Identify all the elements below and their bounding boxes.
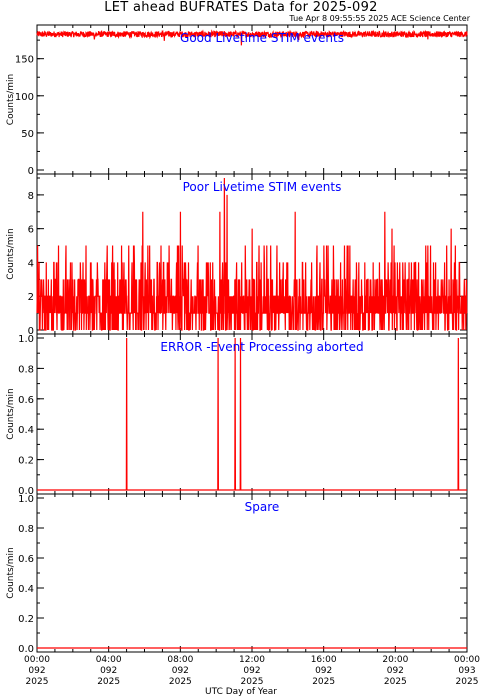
y-tick-label: 100	[15, 92, 34, 103]
y-tick-label: 1.0	[18, 334, 34, 345]
x-tick-label: 16:00	[311, 655, 337, 665]
y-tick-label: 150	[15, 55, 34, 66]
y-tick-label: 0	[28, 166, 34, 177]
panel-frame	[36, 493, 468, 653]
x-tick-label: 2025	[456, 677, 479, 687]
y-axis-label: Counts/min	[6, 74, 16, 125]
y-tick-label: 0.8	[18, 524, 34, 535]
y-tick-label: 0.2	[18, 614, 34, 625]
x-tick-label: 12:00	[239, 655, 265, 665]
x-tick-label: 2025	[169, 677, 192, 687]
y-tick-label: 8	[28, 191, 34, 202]
y-tick-label: 2	[28, 292, 34, 303]
panel-title: Poor Livetime STIM events	[183, 180, 342, 194]
x-tick-label: 092	[243, 666, 260, 676]
x-tick-label: 2025	[384, 677, 407, 687]
x-tick-label: 2025	[241, 677, 264, 687]
x-tick-label: 08:00	[167, 655, 193, 665]
x-tick-label: 00:00	[454, 655, 480, 665]
chart-title: LET ahead BUFRATES Data for 2025-092	[104, 0, 378, 15]
y-tick-label: 0.0	[18, 644, 34, 655]
y-tick-label: 0.2	[18, 456, 34, 467]
y-tick-label: 0.6	[18, 554, 34, 565]
x-tick-label: 04:00	[96, 655, 122, 665]
y-tick-label: 50	[21, 129, 34, 140]
panel-frame	[36, 24, 468, 175]
x-tick-label: 00:00	[24, 655, 50, 665]
x-tick-label: 092	[315, 666, 332, 676]
x-tick-label: 093	[458, 666, 475, 676]
y-axis-label: Counts/min	[6, 388, 16, 439]
y-tick-label: 0.6	[18, 395, 34, 406]
y-tick-label: 0.0	[18, 486, 34, 497]
series-line	[36, 29, 468, 46]
x-tick-label: 2025	[26, 677, 49, 687]
x-tick-label: 092	[100, 666, 117, 676]
panel-title: Spare	[245, 500, 280, 514]
x-tick-label: 2025	[97, 677, 120, 687]
panel-title: ERROR -Event Processing aborted	[160, 340, 363, 354]
x-tick-label: 092	[28, 666, 45, 676]
series-line	[37, 337, 467, 491]
y-tick-label: 0.4	[18, 584, 34, 595]
series-line	[36, 177, 468, 331]
panel-title: Good Livetime STIM events	[180, 31, 344, 45]
y-tick-label: 6	[28, 225, 34, 236]
x-tick-label: 2025	[312, 677, 335, 687]
y-tick-label: 1.0	[18, 494, 34, 505]
panel-frame	[36, 333, 468, 495]
y-tick-label: 0.4	[18, 425, 34, 436]
y-tick-label: 0.8	[18, 364, 34, 375]
y-axis-label: Counts/min	[6, 228, 16, 279]
y-axis-label: Counts/min	[6, 547, 16, 598]
x-tick-label: 092	[387, 666, 404, 676]
timestamp: Tue Apr 8 09:55:55 2025 ACE Science Cent…	[289, 14, 470, 23]
x-tick-label: 20:00	[382, 655, 408, 665]
x-tick-label: 092	[172, 666, 189, 676]
y-tick-label: 4	[28, 258, 34, 269]
x-axis-title: UTC Day of Year	[205, 687, 277, 697]
y-tick-label: 0	[28, 326, 34, 337]
